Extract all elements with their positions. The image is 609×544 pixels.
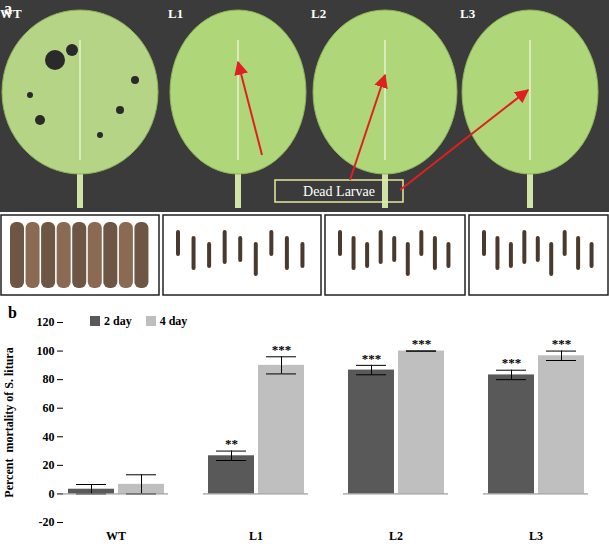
svg-text:L1: L1 (249, 529, 263, 543)
svg-text:***: *** (362, 351, 382, 366)
svg-text:80: 80 (43, 372, 55, 386)
svg-text:100: 100 (37, 344, 55, 358)
html-text:2 day: 2 day (104, 314, 132, 328)
svg-text:***: *** (502, 355, 522, 370)
svg-text:40: 40 (43, 430, 55, 444)
svg-text:WT: WT (106, 529, 126, 543)
svg-text:120: 120 (37, 315, 55, 329)
html-text:b: b (8, 304, 17, 321)
svg-text:Percent mortality of S. litur: Percent mortality of S. litura (2, 347, 16, 497)
svg-text:60: 60 (43, 401, 55, 415)
svg-text:L3: L3 (460, 6, 476, 21)
svg-text:***: *** (272, 342, 292, 357)
svg-text:0: 0 (49, 487, 55, 501)
svg-text:-20: -20 (39, 515, 55, 529)
svg-text:L1: L1 (168, 6, 183, 21)
svg-text:20: 20 (43, 458, 55, 472)
svg-text:Dead Larvae: Dead Larvae (303, 184, 375, 199)
svg-text:L2: L2 (389, 529, 403, 543)
svg-text:L3: L3 (529, 529, 543, 543)
svg-text:***: *** (412, 336, 432, 351)
html-text:4 day: 4 day (159, 314, 188, 328)
svg-text:a: a (4, 0, 12, 17)
svg-text:***: *** (552, 336, 572, 351)
svg-text:L2: L2 (311, 6, 326, 21)
svg-text:**: ** (225, 436, 238, 451)
